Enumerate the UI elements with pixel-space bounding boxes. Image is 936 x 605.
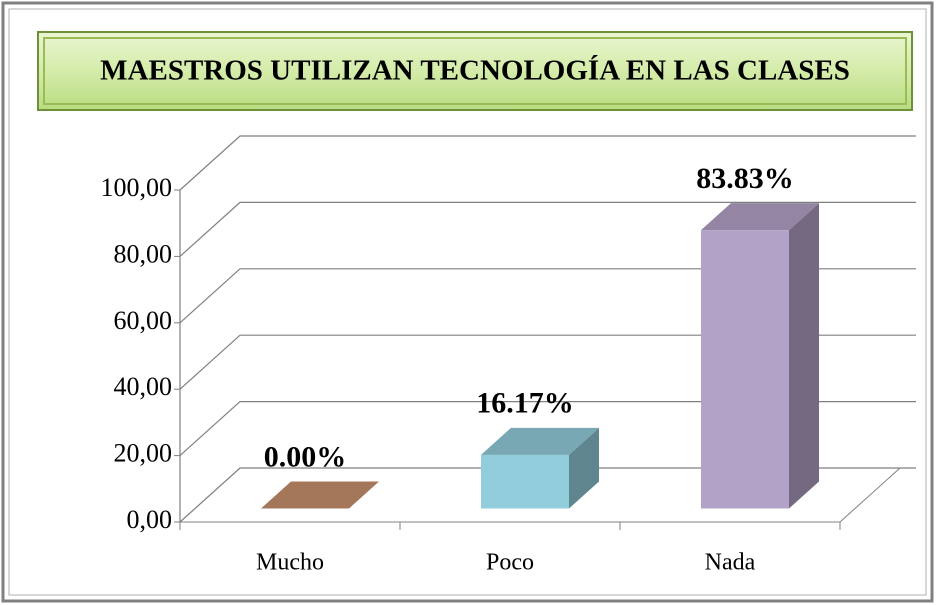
grid-line [179, 201, 916, 257]
x-tick-label: Mucho [256, 550, 324, 576]
frame-inner [8, 8, 927, 596]
bar-side [569, 427, 599, 509]
grid-line [179, 334, 916, 390]
bar-top [261, 481, 379, 509]
y-tick-label: 40,00 [114, 372, 173, 401]
grid-line [179, 467, 916, 523]
y-tick-label: 80,00 [114, 239, 173, 268]
title-box [37, 31, 913, 111]
x-tick-label: Nada [705, 550, 756, 576]
bar-top [701, 203, 819, 231]
x-tick-label: Poco [486, 550, 534, 576]
y-tick-label: 100,00 [101, 173, 173, 202]
plot: 0,00 20,00 40,00 60,00 80,00 100,00 0.00% Mucho… [101, 135, 916, 576]
value-label: 16.17% [476, 387, 574, 420]
grid-line [179, 135, 916, 191]
bar-top [481, 427, 599, 455]
title-box-inner [43, 37, 907, 105]
y-tick-label: 0,00 [127, 505, 173, 534]
bar-front [481, 454, 569, 509]
y-tick-label: 60,00 [114, 306, 173, 335]
bar-front [701, 230, 789, 509]
chart-title: MAESTROS UTILIZAN TECNOLOGÍA EN LAS CLAS… [100, 54, 850, 87]
value-label: 0.00% [264, 440, 347, 473]
value-label: 83.83% [696, 162, 794, 195]
y-tick-label: 20,00 [114, 439, 173, 468]
grid-line [179, 401, 916, 457]
bar-side [789, 203, 819, 509]
grid-line [179, 268, 916, 324]
side-wall [180, 136, 240, 522]
